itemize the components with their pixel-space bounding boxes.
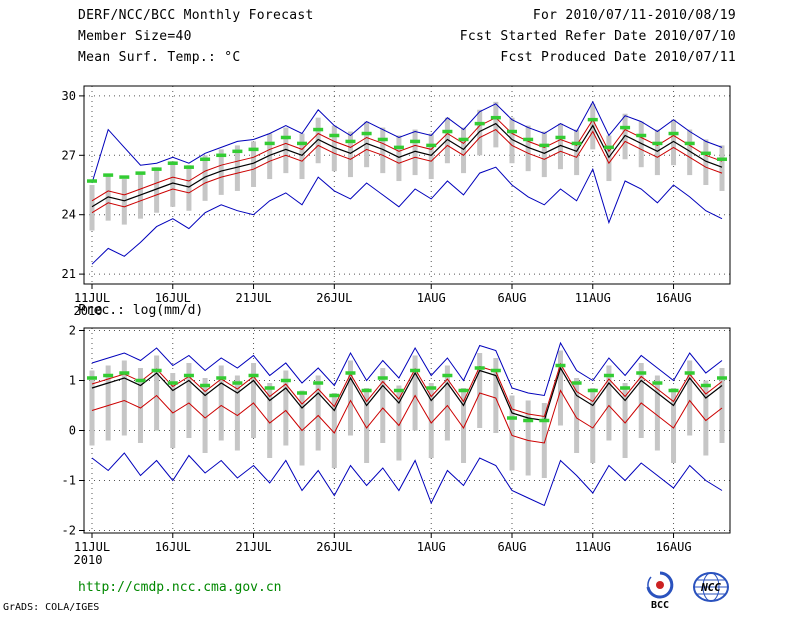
svg-text:1: 1 [69, 374, 76, 388]
svg-text:21JUL: 21JUL [235, 540, 271, 554]
ncc-logo: NCC [686, 568, 736, 614]
svg-text:16JUL: 16JUL [155, 540, 191, 554]
fcst-produced-label: Fcst Produced Date 2010/07/11 [500, 50, 736, 65]
svg-text:11AUG: 11AUG [575, 540, 611, 554]
temp-chart-title: Mean Surf. Temp.: °C [78, 50, 241, 65]
bcc-sun-icon [656, 581, 664, 589]
svg-text:16AUG: 16AUG [655, 291, 691, 305]
ncc-globe-icon [693, 572, 729, 602]
svg-text:-2: -2 [62, 524, 76, 538]
svg-text:2010: 2010 [74, 553, 103, 567]
svg-text:1AUG: 1AUG [417, 291, 446, 305]
svg-text:11AUG: 11AUG [575, 291, 611, 305]
svg-text:16JUL: 16JUL [155, 291, 191, 305]
bcc-logo: BCC [638, 568, 682, 614]
svg-text:2: 2 [69, 324, 76, 338]
member-size-label: Member Size=40 [78, 29, 192, 44]
svg-text:1AUG: 1AUG [417, 540, 446, 554]
svg-text:0: 0 [69, 424, 76, 438]
grads-credit: GrADS: COLA/IGES [3, 602, 100, 613]
svg-text:16AUG: 16AUG [655, 540, 691, 554]
bcc-swirl-icon [646, 571, 674, 599]
svg-text:2010: 2010 [74, 304, 103, 318]
svg-text:26JUL: 26JUL [316, 540, 352, 554]
source-url: http://cmdp.ncc.cma.gov.cn [78, 580, 282, 595]
svg-text:11JUL: 11JUL [74, 540, 110, 554]
svg-text:24: 24 [62, 208, 76, 222]
svg-text:27: 27 [62, 148, 76, 162]
svg-text:21: 21 [62, 267, 76, 281]
svg-text:30: 30 [62, 89, 76, 103]
fcst-started-label: Fcst Started Refer Date 2010/07/10 [459, 29, 736, 44]
prec-chart-title: Prec.: log(mm/d) [78, 303, 204, 318]
svg-text:-1: -1 [62, 474, 76, 488]
svg-text:6AUG: 6AUG [498, 291, 527, 305]
svg-text:26JUL: 26JUL [316, 291, 352, 305]
page-title: DERF/NCC/BCC Monthly Forecast [78, 8, 314, 23]
ncc-logo-text: NCC [700, 581, 721, 594]
svg-text:21JUL: 21JUL [235, 291, 271, 305]
svg-text:11JUL: 11JUL [74, 291, 110, 305]
svg-text:6AUG: 6AUG [498, 540, 527, 554]
forecast-range-label: For 2010/07/11-2010/08/19 [532, 8, 736, 23]
bcc-logo-text: BCC [651, 600, 669, 610]
